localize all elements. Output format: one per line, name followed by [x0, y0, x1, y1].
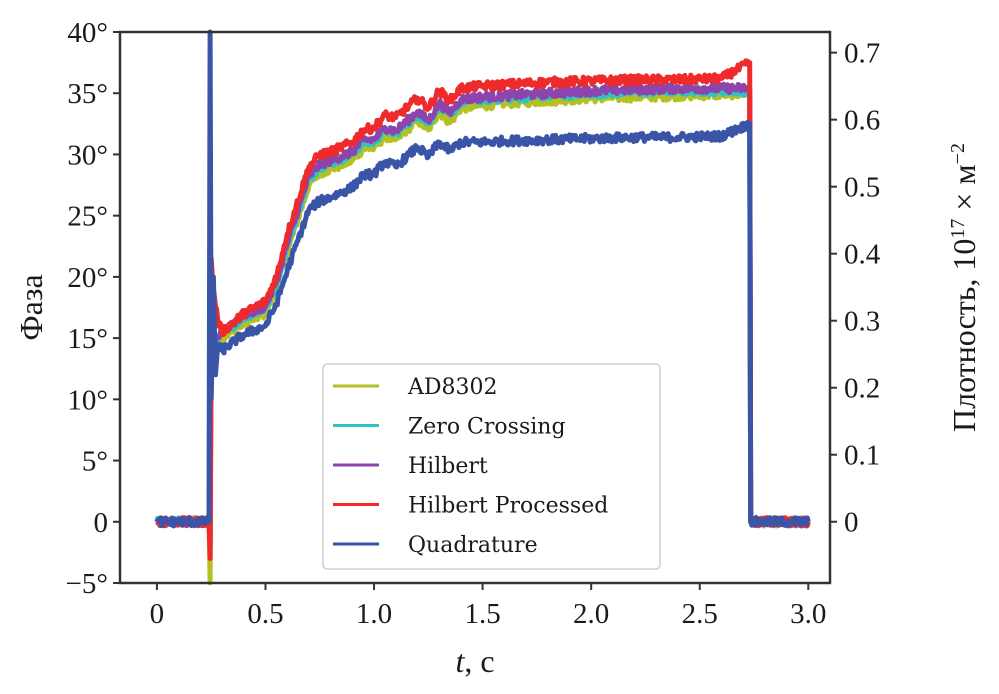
legend-item: Zero Crossing — [333, 415, 566, 440]
x-tick-label: 1.0 — [356, 598, 392, 630]
y-axis-right-title-exp: 17 — [947, 219, 969, 239]
y-axis-right-title-mid: × м — [946, 164, 982, 218]
legend-label: Zero Crossing — [408, 415, 566, 440]
y-right-tick-label: 0.2 — [844, 373, 880, 405]
y-right-tick-label: 0.3 — [844, 306, 880, 338]
series-line-quadrature — [154, 29, 811, 529]
y-tick-label: 25° — [67, 201, 108, 233]
legend-item: Hilbert Processed — [333, 494, 608, 519]
legend-box — [322, 363, 661, 570]
y-tick-label: 15° — [67, 323, 108, 355]
legend: AD8302 Zero Crossing Hilbert Hilbert Proces… — [322, 363, 661, 570]
y-tick-label: −5° — [66, 568, 108, 600]
x-axis-title: t, с — [455, 643, 494, 679]
legend-label: Quadrature — [408, 533, 538, 558]
y-axis-right-title: Плотность, 1017 × м−2 — [946, 143, 982, 432]
y-tick-label: 35° — [67, 78, 108, 110]
y-tick-label: 5° — [82, 446, 108, 478]
x-axis: 0 0.5 1.0 1.5 2.0 2.5 3.0 — [150, 583, 826, 630]
series-layer — [154, 29, 811, 586]
y-axis-right: 0 0.1 0.2 0.3 0.4 0.5 0.6 0.7 — [830, 38, 881, 539]
y-axis-right-title-exp2: −2 — [947, 143, 969, 164]
plot-frame — [118, 30, 832, 585]
y-axis-left: −5° 0 5° 10° 15° 20° 25° 30° 35° 40° — [66, 17, 120, 600]
y-right-tick-label: 0.4 — [844, 239, 881, 271]
y-right-tick-label: 0 — [844, 507, 859, 539]
legend-label: Hilbert — [408, 454, 488, 479]
legend-item: Quadrature — [333, 533, 538, 558]
series-line-hilbert-processed — [155, 58, 811, 561]
legend-label: AD8302 — [407, 375, 498, 400]
x-tick-label: 0 — [150, 598, 165, 630]
legend-item: AD8302 — [333, 375, 498, 400]
y-tick-label: 40° — [67, 17, 108, 49]
legend-item: Hilbert — [333, 454, 488, 479]
y-tick-label: 20° — [67, 262, 108, 294]
y-right-tick-label: 0.7 — [844, 38, 880, 70]
y-axis-title: Фаза — [13, 274, 49, 340]
x-axis-title-var: t — [455, 643, 465, 679]
y-tick-label: 10° — [67, 384, 108, 416]
y-right-tick-label: 0.6 — [844, 105, 880, 137]
x-axis-title-unit: , с — [464, 643, 494, 679]
x-tick-label: 1.5 — [464, 598, 500, 630]
y-tick-label: 0 — [94, 507, 109, 539]
y-axis-right-title-base: Плотность, 10 — [946, 239, 982, 432]
legend-label: Hilbert Processed — [408, 494, 608, 519]
x-tick-label: 2.5 — [682, 598, 718, 630]
x-tick-label: 3.0 — [790, 598, 826, 630]
x-tick-label: 0.5 — [247, 598, 283, 630]
y-right-tick-label: 0.1 — [844, 440, 880, 472]
y-right-tick-label: 0.5 — [844, 172, 880, 204]
y-tick-label: 30° — [67, 139, 108, 171]
x-tick-label: 2.0 — [573, 598, 609, 630]
